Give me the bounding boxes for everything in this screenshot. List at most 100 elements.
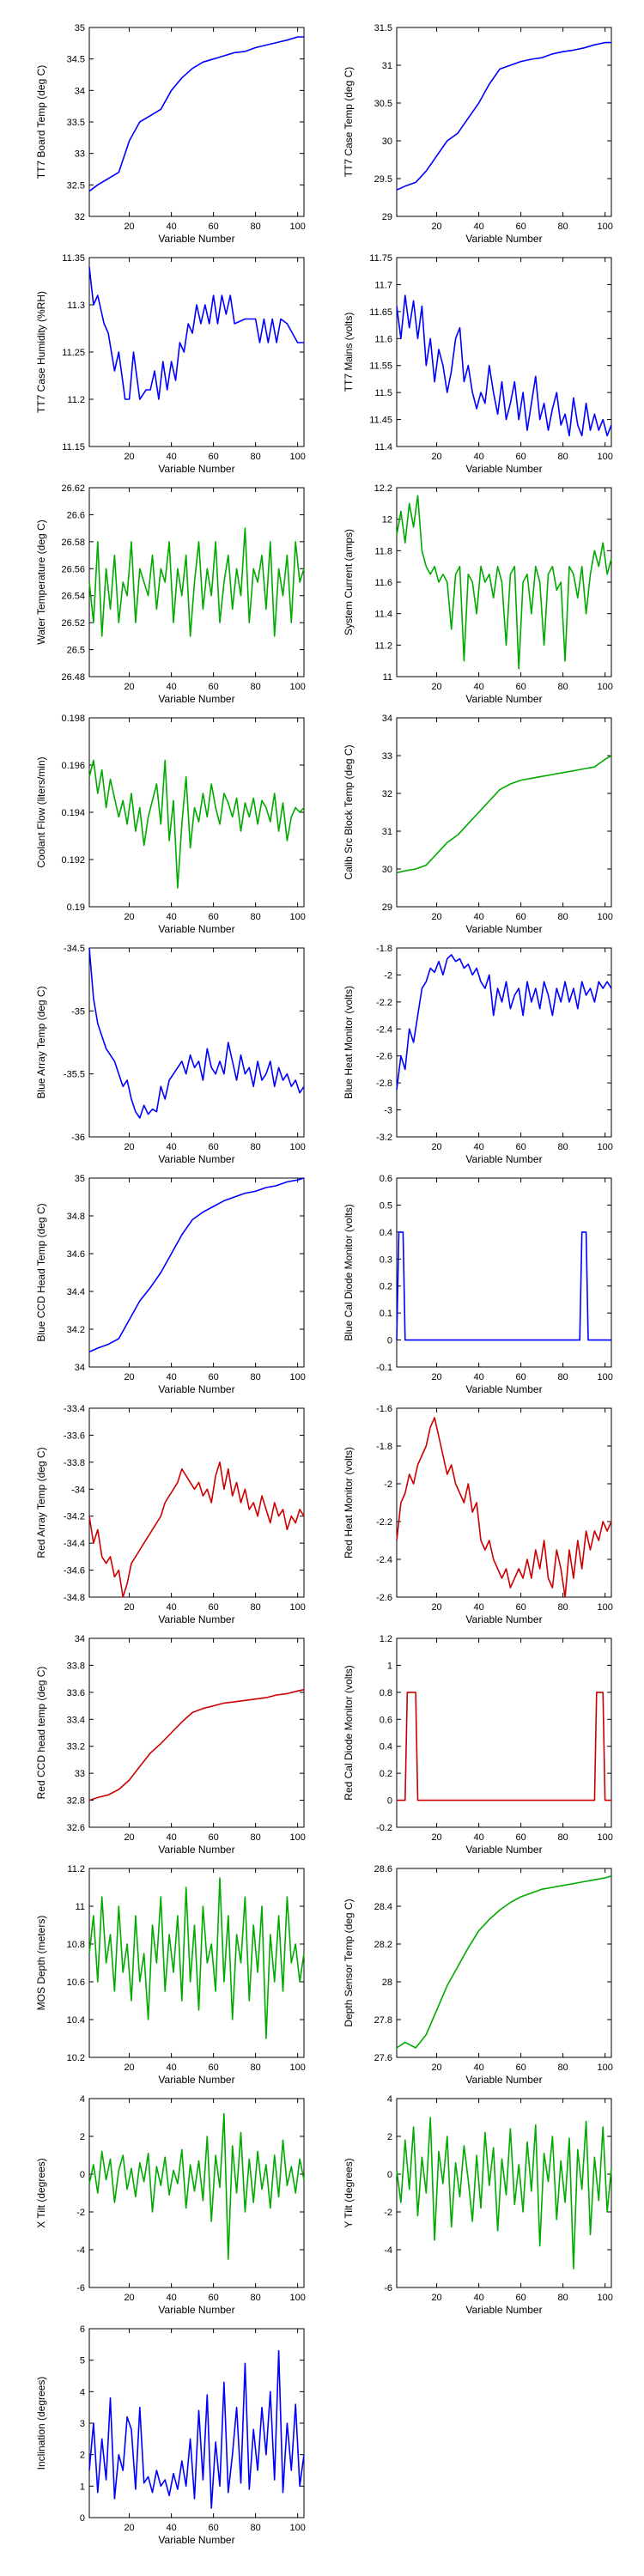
x-tick-label: 60 — [515, 2063, 526, 2073]
y-tick-label: -3.2 — [376, 1133, 392, 1143]
x-tick-label: 20 — [124, 2523, 134, 2533]
y-axis-label: System Current (amps) — [343, 529, 355, 635]
x-tick-label: 20 — [124, 682, 134, 692]
x-tick-label: 20 — [431, 1142, 441, 1152]
y-tick-label: 34 — [75, 1363, 85, 1373]
x-tick-label: 40 — [473, 222, 483, 232]
x-tick-label: 80 — [251, 452, 261, 462]
y-tick-label: 27.6 — [374, 2053, 392, 2063]
y-tick-label: 11.65 — [369, 307, 392, 318]
x-axis-label: Variable Number — [158, 923, 234, 935]
y-tick-label: 34.2 — [67, 1325, 85, 1335]
series-line — [88, 947, 305, 1119]
y-tick-label: 11.6 — [374, 334, 392, 344]
x-tick-label: 20 — [124, 2293, 134, 2303]
y-tick-label: -3 — [384, 1106, 392, 1116]
subplot-19: -6 -4 -2 0 2 4 20 40 60 80 100 Variable Number Y Til… — [343, 2094, 613, 2316]
y-tick-label: 11.25 — [62, 348, 85, 358]
x-tick-label: 100 — [289, 682, 305, 692]
x-tick-label: 80 — [558, 452, 568, 462]
x-tick-label: 80 — [251, 1142, 261, 1152]
y-tick-label: 11.2 — [374, 641, 392, 651]
x-tick-label: 40 — [473, 452, 483, 462]
y-tick-label: 11.4 — [374, 610, 392, 620]
x-tick-label: 40 — [473, 1142, 483, 1152]
series-line — [396, 495, 612, 670]
x-tick-label: 40 — [166, 222, 176, 232]
series-line — [88, 36, 304, 192]
y-tick-label: 11.3 — [67, 301, 85, 311]
y-tick-label: 11.35 — [62, 253, 85, 264]
x-tick-label: 20 — [124, 222, 134, 232]
subplot-6: 0.19 0.192 0.194 0.196 0.198 20 40 60 80 100 Varia… — [35, 714, 306, 935]
x-tick-label: 40 — [473, 1602, 483, 1613]
series-line — [396, 2117, 612, 2269]
x-axis-label: Variable Number — [158, 693, 234, 705]
x-tick-label: 40 — [166, 2293, 176, 2303]
subplot-10: 34 34.2 34.4 34.6 34.8 35 20 40 60 80 100 Variable … — [35, 1174, 306, 1395]
x-tick-label: 80 — [251, 2293, 261, 2303]
x-tick-label: 80 — [251, 1602, 261, 1613]
x-tick-label: 40 — [166, 1142, 176, 1152]
x-tick-label: 60 — [208, 912, 218, 922]
x-tick-label: 40 — [166, 682, 176, 692]
y-axis-label: TT7 Board Temp (deg C) — [35, 65, 47, 179]
y-axis-label: MOS Depth (meters) — [35, 1916, 47, 2011]
x-tick-label: 60 — [515, 1602, 526, 1613]
y-tick-label: -2.6 — [376, 1052, 392, 1062]
x-tick-label: 60 — [515, 2293, 526, 2303]
series-line — [396, 954, 612, 1091]
y-tick-label: 29 — [382, 902, 392, 913]
plot-frame — [88, 27, 305, 217]
x-axis-label: Variable Number — [158, 233, 234, 245]
x-tick-label: 60 — [208, 222, 218, 232]
y-tick-label: 0.2 — [380, 1769, 392, 1779]
subplot-7: 29 30 31 32 33 34 20 40 60 80 100 Variable Number Ca… — [343, 714, 613, 935]
x-tick-label: 100 — [597, 2063, 612, 2073]
x-axis-label: Variable Number — [158, 2304, 234, 2316]
y-tick-label: 2 — [80, 2451, 85, 2461]
y-tick-label: -34 — [71, 1485, 85, 1495]
x-tick-label: 20 — [431, 1832, 441, 1843]
x-tick-label: 60 — [515, 452, 526, 462]
y-tick-label: 0 — [387, 1336, 392, 1346]
y-tick-label: 11.4 — [374, 442, 392, 453]
y-tick-label: 0.8 — [380, 1688, 392, 1698]
x-tick-label: 80 — [558, 2063, 568, 2073]
y-tick-label: -1.8 — [376, 1442, 392, 1452]
y-tick-label: 33 — [75, 149, 85, 160]
x-tick-label: 80 — [251, 222, 261, 232]
y-tick-label: 29.5 — [374, 174, 392, 185]
y-tick-label: 11.2 — [67, 395, 85, 405]
y-tick-label: 34.4 — [67, 1287, 85, 1297]
y-tick-label: 4 — [80, 2387, 85, 2397]
y-tick-label: -2 — [384, 970, 392, 981]
x-tick-label: 40 — [473, 2063, 483, 2073]
x-tick-label: 60 — [208, 1142, 218, 1152]
y-tick-label: 10.2 — [67, 2053, 85, 2063]
x-tick-label: 60 — [208, 1602, 218, 1613]
y-tick-label: 26.58 — [61, 538, 85, 548]
y-axis-label: Blue Heat Monitor (volts) — [343, 986, 355, 1099]
x-tick-label: 60 — [208, 1832, 218, 1843]
x-tick-label: 20 — [431, 222, 441, 232]
subplot-14: 32.6 32.8 33 33.2 33.4 33.6 33.8 34 20 40 60 80 100 V… — [35, 1634, 306, 1856]
x-tick-label: 60 — [208, 452, 218, 462]
x-axis-label: Variable Number — [465, 463, 542, 475]
x-tick-label: 60 — [208, 682, 218, 692]
series-line — [396, 1875, 612, 2049]
x-tick-label: 60 — [515, 222, 526, 232]
y-tick-label: 11.8 — [374, 546, 392, 556]
y-tick-label: 12.2 — [374, 483, 392, 494]
y-tick-label: 30 — [382, 137, 392, 147]
y-tick-label: 29 — [382, 212, 392, 222]
x-axis-label: Variable Number — [465, 2074, 542, 2086]
x-tick-label: 100 — [289, 452, 305, 462]
y-tick-label: 33.4 — [67, 1715, 85, 1725]
x-tick-label: 100 — [597, 1832, 612, 1843]
x-tick-label: 100 — [289, 1372, 305, 1382]
x-tick-label: 40 — [166, 912, 176, 922]
y-tick-label: 10.6 — [67, 1978, 85, 1988]
y-tick-label: 28.2 — [374, 1940, 392, 1950]
